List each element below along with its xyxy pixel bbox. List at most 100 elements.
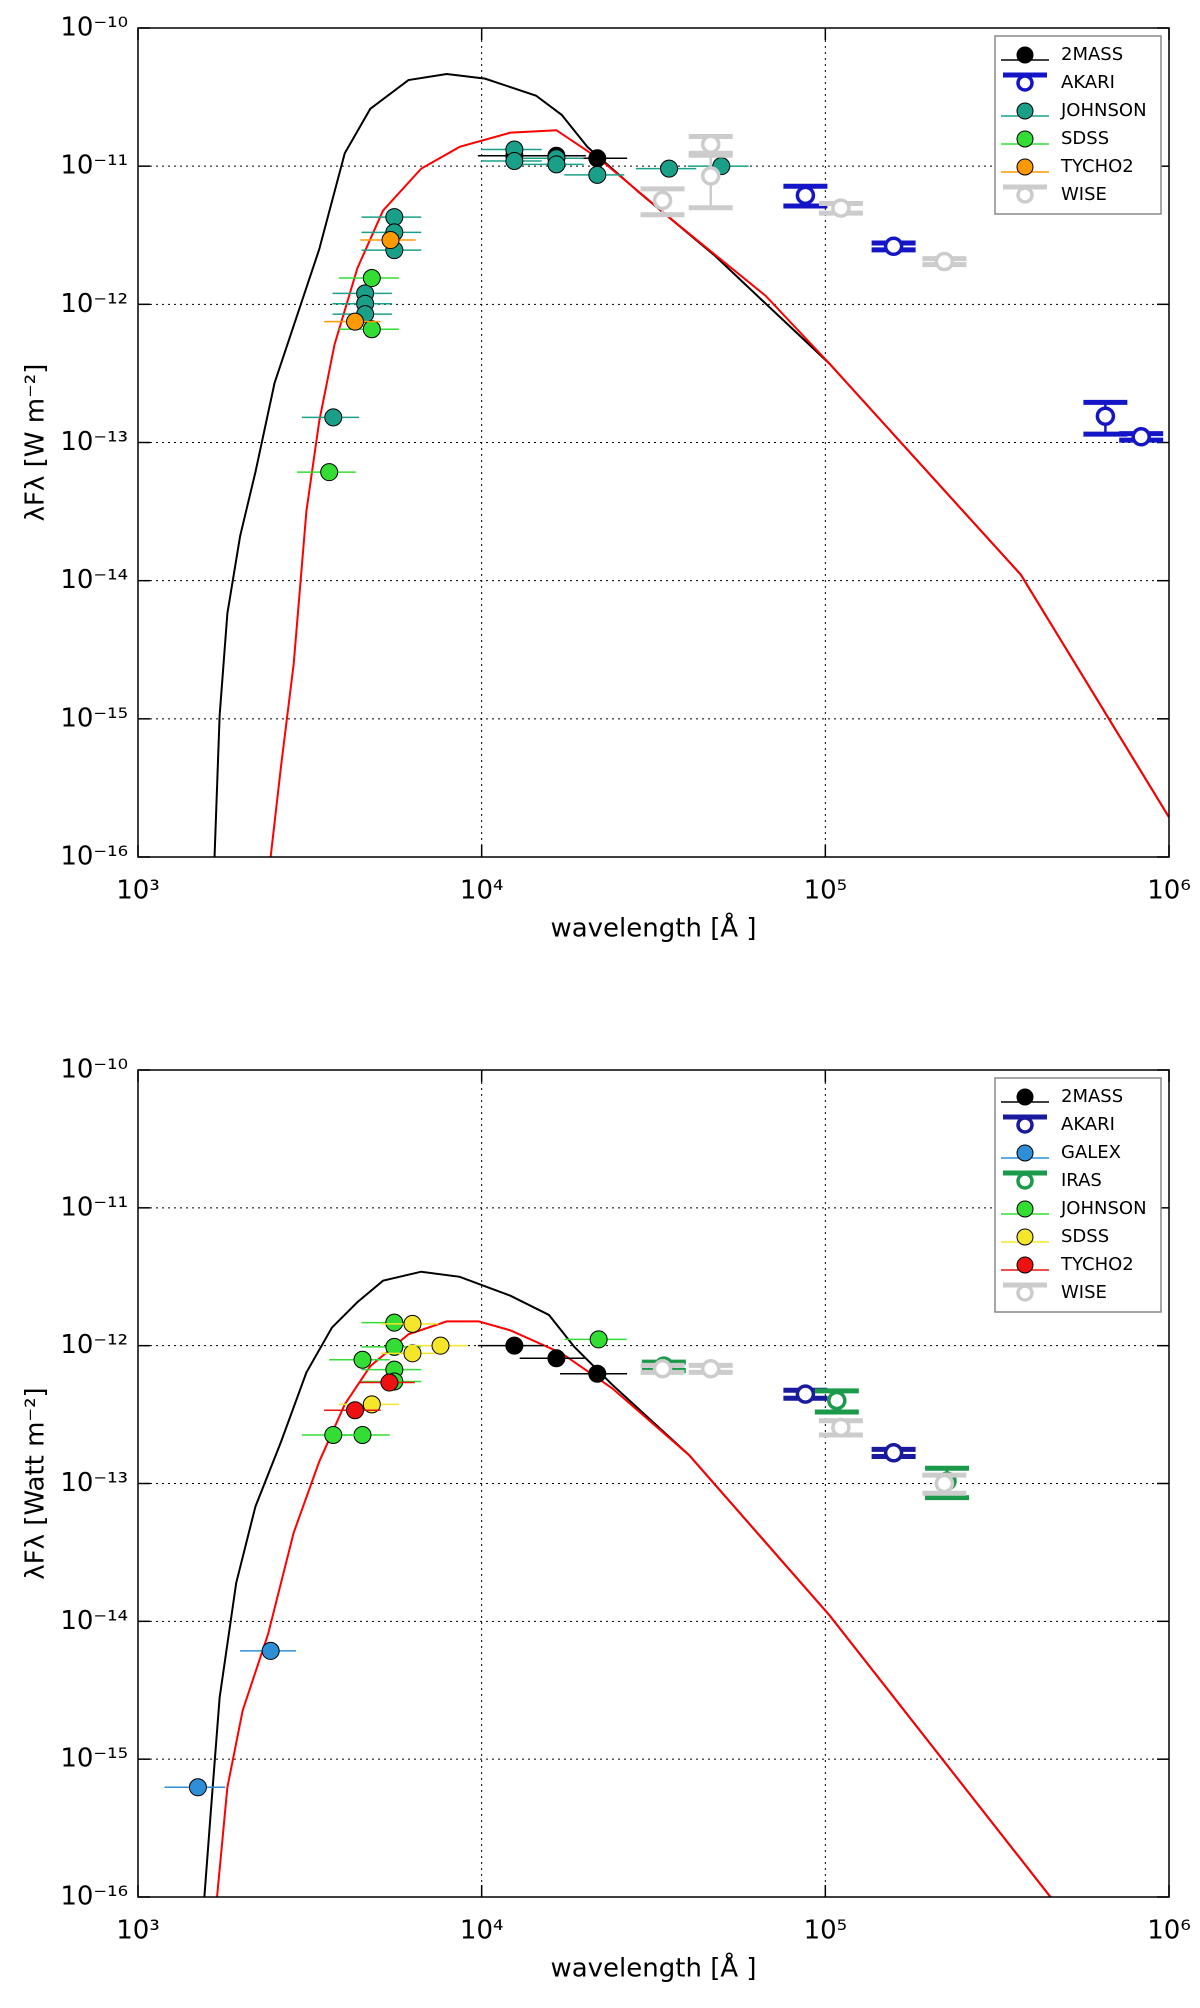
point bbox=[188, 1778, 207, 1797]
point bbox=[324, 1425, 343, 1444]
point bbox=[431, 1336, 450, 1355]
model-line bbox=[203, 1270, 1052, 1897]
y-tick-label: 10⁻¹⁴ bbox=[60, 1606, 128, 1636]
legend-swatch bbox=[1016, 186, 1034, 204]
point bbox=[353, 1350, 372, 1369]
point bbox=[795, 185, 816, 206]
legend-swatch bbox=[1016, 46, 1034, 64]
x-tick-label: 10⁶ bbox=[1147, 876, 1191, 906]
point bbox=[381, 231, 400, 250]
legend-label: SDSS bbox=[1061, 1226, 1109, 1247]
model-line bbox=[216, 1320, 1052, 1897]
plot: 10³ 10⁴ 10⁵ 10⁶ 10⁻¹⁶ 10⁻¹⁵ 10⁻¹⁴ 10⁻¹³ 10⁻¹² 10⁻… bbox=[21, 1055, 1191, 1984]
legend: 2MASS AKARI GALEX IRAS JOHNSON SDSS TYCHO2 WISE bbox=[994, 1077, 1162, 1313]
legend-label: TYCHO2 bbox=[1060, 156, 1134, 177]
legend-label: JOHNSON bbox=[1060, 1198, 1147, 1219]
point bbox=[883, 236, 904, 257]
point bbox=[700, 134, 721, 155]
x-tick-label: 10⁴ bbox=[460, 876, 504, 906]
point bbox=[588, 1364, 607, 1383]
y-tick-label: 10⁻¹⁰ bbox=[60, 1055, 128, 1085]
y-axis-label: λFλ [W m⁻²] bbox=[21, 364, 51, 522]
point bbox=[385, 1313, 404, 1332]
point bbox=[1095, 406, 1116, 426]
point bbox=[362, 1395, 381, 1414]
legend-label: GALEX bbox=[1061, 1142, 1121, 1163]
point bbox=[261, 1641, 280, 1660]
y-tick-label: 10⁻¹² bbox=[60, 289, 128, 319]
plot: 10³ 10⁴ 10⁵ 10⁶ 10⁻¹⁶ 10⁻¹⁵ 10⁻¹⁴ 10⁻¹³ 10⁻¹² 10⁻… bbox=[21, 13, 1191, 944]
point bbox=[346, 312, 365, 331]
legend-swatch bbox=[1016, 1200, 1034, 1218]
legend-label: IRAS bbox=[1061, 1170, 1102, 1191]
legend-swatch bbox=[1016, 1228, 1034, 1246]
y-axis-label: λFλ [Watt m⁻²] bbox=[21, 1387, 51, 1579]
point bbox=[380, 1373, 399, 1392]
legend-swatch bbox=[1016, 1088, 1034, 1106]
point bbox=[795, 1384, 816, 1404]
legend-swatch bbox=[1016, 130, 1034, 148]
y-tick-label: 10⁻¹² bbox=[60, 1330, 128, 1360]
legend-label: WISE bbox=[1061, 184, 1107, 205]
legend-label: AKARI bbox=[1061, 72, 1115, 93]
y-tick-label: 10⁻¹⁶ bbox=[60, 842, 128, 872]
point bbox=[652, 1359, 673, 1379]
legend-label: 2MASS bbox=[1061, 1086, 1123, 1107]
legend-label: JOHNSON bbox=[1060, 100, 1147, 121]
legend-label: SDSS bbox=[1061, 128, 1109, 149]
point bbox=[346, 1401, 365, 1420]
point bbox=[320, 463, 339, 482]
x-tick-label: 10⁴ bbox=[460, 1916, 504, 1946]
legend-swatch bbox=[1016, 1144, 1034, 1162]
point bbox=[362, 269, 381, 288]
point bbox=[385, 208, 404, 227]
point bbox=[505, 1336, 524, 1355]
legend-swatch bbox=[1016, 102, 1034, 120]
y-tick-label: 10⁻¹¹ bbox=[60, 1192, 128, 1222]
point bbox=[547, 1349, 566, 1368]
point bbox=[660, 159, 679, 178]
legend-box bbox=[994, 35, 1162, 215]
x-tick-label: 10⁵ bbox=[804, 1916, 848, 1946]
y-tick-label: 10⁻¹⁵ bbox=[60, 703, 128, 733]
point bbox=[362, 320, 381, 339]
y-tick-label: 10⁻¹⁰ bbox=[60, 13, 128, 43]
plot-content bbox=[164, 1270, 1052, 1897]
point bbox=[700, 166, 721, 186]
legend-label: 2MASS bbox=[1061, 44, 1123, 65]
legend-swatch bbox=[1016, 158, 1034, 176]
point bbox=[324, 408, 343, 427]
x-tick-label: 10⁶ bbox=[1147, 1916, 1191, 1946]
legend-label: AKARI bbox=[1061, 1114, 1115, 1135]
point bbox=[1131, 427, 1151, 447]
point bbox=[505, 151, 524, 170]
y-tick-label: 10⁻¹⁴ bbox=[60, 565, 128, 595]
point bbox=[827, 1390, 847, 1411]
point bbox=[831, 1417, 851, 1438]
point bbox=[831, 198, 851, 218]
y-tick-label: 10⁻¹⁵ bbox=[60, 1744, 128, 1774]
plot-content bbox=[213, 72, 1169, 857]
legend-swatch bbox=[1016, 74, 1034, 92]
x-tick-label: 10³ bbox=[116, 876, 160, 906]
plot-frame bbox=[137, 1069, 1170, 1898]
point bbox=[700, 1359, 721, 1379]
y-tick-label: 10⁻¹¹ bbox=[60, 151, 128, 181]
point bbox=[934, 251, 955, 272]
legend: 2MASS AKARI JOHNSON SDSS TYCHO2 WISE bbox=[994, 35, 1162, 215]
x-tick-label: 10⁵ bbox=[804, 876, 848, 906]
point bbox=[589, 1330, 608, 1349]
legend-swatch bbox=[1016, 1116, 1034, 1134]
legend-label: WISE bbox=[1061, 1282, 1107, 1303]
y-tick-label: 10⁻¹⁶ bbox=[60, 1882, 128, 1912]
point bbox=[385, 1337, 404, 1356]
point bbox=[588, 149, 607, 168]
point bbox=[652, 190, 673, 211]
legend-swatch bbox=[1016, 1284, 1034, 1302]
point bbox=[403, 1344, 422, 1363]
point bbox=[934, 1473, 955, 1494]
x-axis-label: wavelength [Å ] bbox=[550, 912, 756, 944]
point bbox=[403, 1314, 422, 1333]
